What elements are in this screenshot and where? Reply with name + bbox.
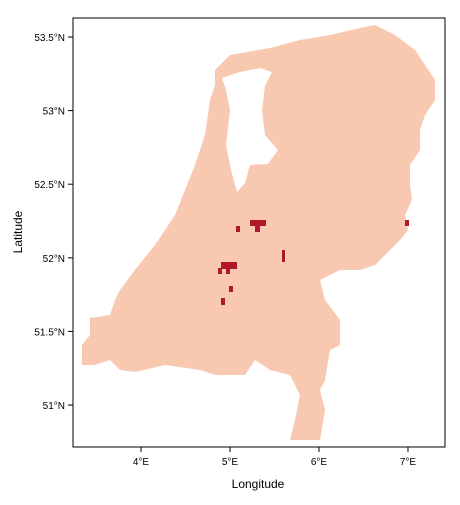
hotspot-cell — [250, 220, 266, 226]
hotspot-cell — [226, 268, 230, 274]
hotspot-cell — [221, 262, 237, 269]
plot-frame — [72, 17, 446, 448]
x-axis-title: Longitude — [232, 477, 285, 491]
hotspot-cell — [255, 226, 260, 232]
hotspot-cell — [218, 268, 222, 274]
x-tick-label: 7°E — [400, 457, 417, 468]
land-area — [82, 25, 435, 440]
y-tick-label: 53°N — [43, 107, 65, 118]
y-axis-title: Latitude — [11, 210, 25, 253]
hotspot-cell — [221, 298, 225, 305]
y-tick-label: 51.5°N — [34, 327, 65, 338]
hotspot-cell — [282, 250, 285, 262]
y-tick-label: 53.5°N — [34, 33, 65, 44]
map-layer — [82, 25, 435, 440]
x-tick-label: 5°E — [222, 457, 239, 468]
inland-water — [222, 68, 278, 192]
x-tick-label: 4°E — [133, 457, 150, 468]
y-tick-label: 51°N — [43, 401, 65, 412]
hotspot-cell — [229, 286, 233, 292]
hotspot-cell — [236, 226, 240, 232]
hotspot-cell — [405, 220, 409, 226]
y-tick-label: 52°N — [43, 254, 65, 265]
y-tick-label: 52.5°N — [34, 180, 65, 191]
x-tick-label: 6°E — [311, 457, 328, 468]
